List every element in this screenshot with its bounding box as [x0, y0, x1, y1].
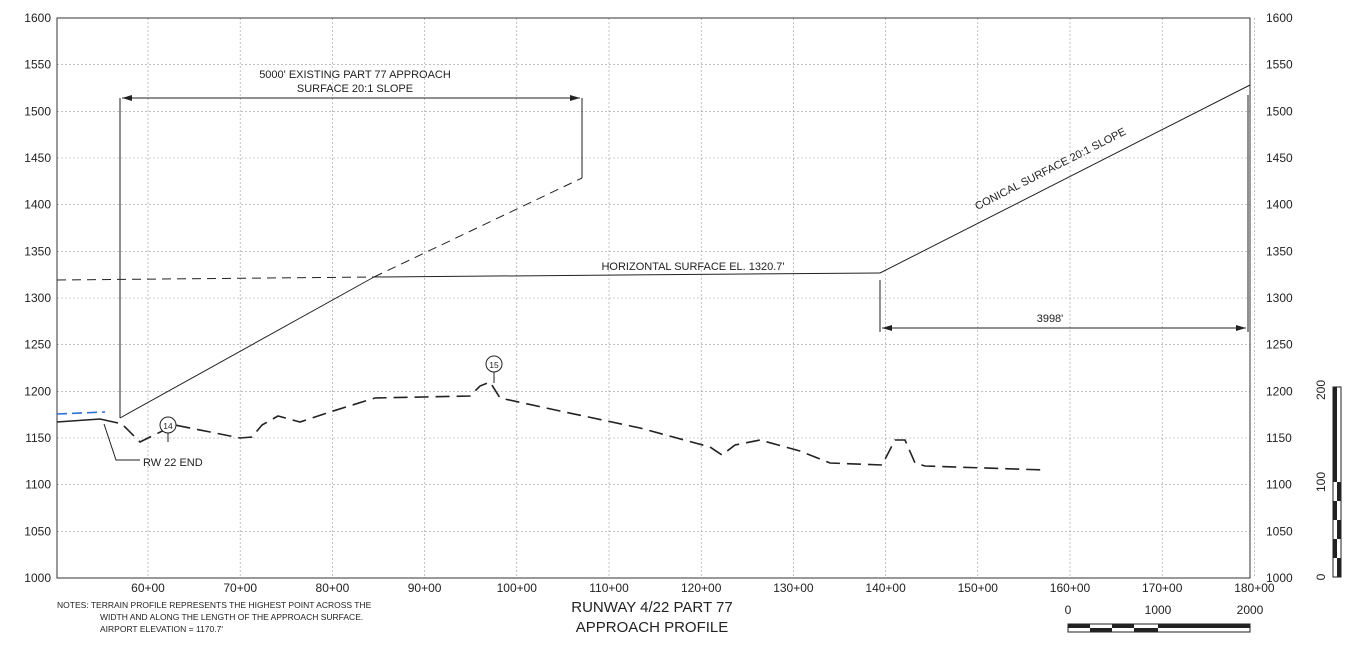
x-tick-label: 140+00	[865, 581, 906, 595]
y-tick-left-label: 1100	[25, 478, 51, 492]
terrain-profile-line	[123, 381, 1046, 471]
x-tick-label: 90+00	[408, 581, 442, 595]
conical-surface-label: CONICAL SURFACE 20:1 SLOPE	[973, 126, 1128, 213]
approach-dimension-arrow-left	[122, 95, 132, 101]
marker-14-circle	[159, 416, 177, 434]
notes-line2: WIDTH AND ALONG THE LENGTH OF THE APPROA…	[100, 612, 363, 622]
terrain-profile-blue-segment	[56, 411, 106, 415]
horizontal-scale-label-1000: 1000	[1145, 603, 1172, 617]
y-tick-left-label: 1350	[24, 244, 51, 258]
marker-15-label: 15	[489, 360, 499, 370]
y-tick-right-label: 1100	[1266, 478, 1292, 492]
y-axis-left-ticks: 1000 1050 1100 1150 1200 1250 1300 1350 1400 1450…	[24, 11, 51, 585]
marker-14-label: 14	[163, 421, 173, 431]
x-tick-label: 60+00	[131, 581, 165, 595]
x-tick-label: 100+00	[497, 581, 538, 595]
y-tick-right-label: 1300	[1266, 291, 1293, 305]
y-tick-right-label: 1600	[1266, 11, 1293, 25]
horizontal-surface-dashed-line	[56, 276, 375, 281]
y-axis-right-ticks: 1000 1050 1100 1150 1200 1250 1300 1350 1400 1450…	[1266, 11, 1293, 585]
y-tick-right-label: 1050	[1266, 524, 1293, 538]
y-tick-right-label: 1400	[1266, 198, 1293, 212]
plot-frame	[56, 17, 1251, 579]
y-tick-left-label: 1150	[25, 431, 51, 445]
y-tick-left-label: 1250	[24, 338, 51, 352]
vertical-scale-label-200: 200	[1314, 380, 1328, 400]
x-axis-ticks: 60+00 70+00 80+00 90+00 100+00 110+00 120+00 13…	[131, 581, 1275, 595]
y-tick-left-label: 1550	[24, 58, 51, 72]
y-tick-left-label: 1300	[24, 291, 51, 305]
y-tick-left-label: 1050	[24, 524, 51, 538]
grid	[57, 17, 1255, 579]
terrain-profile-runway	[56, 418, 119, 424]
y-tick-left-label: 1000	[24, 571, 51, 585]
y-tick-right-label: 1550	[1266, 58, 1293, 72]
x-tick-label: 70+00	[223, 581, 257, 595]
conical-dimension-arrow-left	[882, 325, 892, 331]
horizontal-surface-label: HORIZONTAL SURFACE EL. 1320.7'	[601, 261, 784, 273]
y-tick-right-label: 1350	[1266, 244, 1293, 258]
x-tick-label: 160+00	[1050, 581, 1091, 595]
y-tick-left-label: 1400	[24, 198, 51, 212]
horizontal-surface-line	[373, 272, 881, 278]
y-tick-left-label: 1600	[24, 11, 51, 25]
vertical-scale-label-0: 0	[1314, 573, 1328, 580]
x-tick-label: 80+00	[316, 581, 350, 595]
y-tick-right-label: 1450	[1266, 151, 1293, 165]
conical-dimension-label: 3998'	[1037, 313, 1064, 325]
x-tick-label: 130+00	[773, 581, 814, 595]
y-tick-right-label: 1000	[1266, 571, 1293, 585]
x-tick-label: 170+00	[1142, 581, 1183, 595]
y-tick-left-label: 1200	[24, 384, 51, 398]
approach-label-line2: SURFACE 20:1 SLOPE	[297, 83, 413, 95]
drawing-title-line2: APPROACH PROFILE	[576, 619, 729, 636]
y-tick-right-label: 1200	[1266, 384, 1293, 398]
x-tick-label: 120+00	[681, 581, 722, 595]
vertical-scale-bar: 0 100 200	[1314, 380, 1342, 580]
y-tick-right-label: 1150	[1266, 431, 1292, 445]
y-tick-right-label: 1250	[1266, 338, 1293, 352]
vertical-scale-label-100: 100	[1314, 472, 1328, 492]
conical-surface-line	[879, 84, 1251, 274]
notes-line3: AIRPORT ELEVATION = 1170.7'	[100, 624, 223, 634]
horizontal-scale-label-0: 0	[1065, 603, 1072, 617]
approach-label-line1: 5000' EXISTING PART 77 APPROACH	[259, 69, 451, 81]
horizontal-scale-bar: 0 1000 2000	[1065, 603, 1264, 633]
rw22-end-label: RW 22 END	[143, 457, 203, 469]
horizontal-scale-label-2000: 2000	[1237, 603, 1264, 617]
notes-line1: NOTES: TERRAIN PROFILE REPRESENTS THE HI…	[57, 600, 372, 610]
marker-15-circle	[485, 355, 503, 373]
approach-surface-dashed-line	[373, 177, 583, 278]
y-tick-right-label: 1500	[1266, 104, 1293, 118]
drawing-title-line1: RUNWAY 4/22 PART 77	[571, 599, 732, 616]
approach-surface-line	[119, 276, 375, 419]
x-tick-label: 110+00	[589, 581, 629, 595]
y-tick-left-label: 1500	[24, 104, 51, 118]
y-tick-left-label: 1450	[24, 151, 51, 165]
x-tick-label: 180+00	[1234, 581, 1275, 595]
x-tick-label: 150+00	[958, 581, 999, 595]
rw22-end-leader	[103, 423, 140, 461]
approach-dimension-arrow-right	[570, 95, 580, 101]
conical-dimension-arrow-right	[1236, 325, 1246, 331]
